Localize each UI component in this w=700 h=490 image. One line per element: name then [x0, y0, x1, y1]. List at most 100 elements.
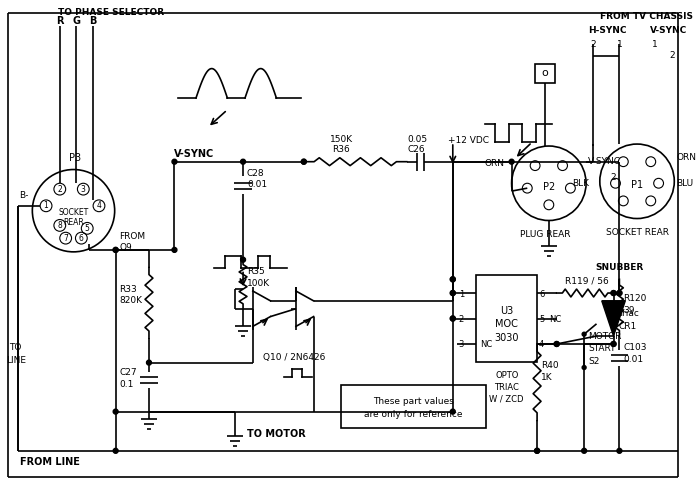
Polygon shape	[602, 301, 625, 336]
Text: 0.05: 0.05	[407, 135, 428, 144]
Text: START: START	[588, 344, 615, 353]
Text: TO: TO	[10, 343, 22, 352]
Text: 150K: 150K	[330, 135, 353, 144]
Text: SNUBBER: SNUBBER	[595, 263, 643, 272]
Text: 4: 4	[539, 341, 545, 349]
Text: V-SYNC: V-SYNC	[650, 26, 687, 35]
Text: 2: 2	[669, 51, 675, 60]
Text: BLU: BLU	[676, 179, 694, 188]
Text: 2: 2	[610, 173, 616, 182]
Bar	[476, 275, 537, 362]
Circle shape	[450, 316, 455, 321]
Circle shape	[611, 342, 616, 346]
Circle shape	[582, 332, 586, 336]
Text: 1: 1	[458, 290, 464, 298]
Text: BLK: BLK	[573, 179, 589, 188]
Text: 4: 4	[97, 201, 102, 210]
Text: 5: 5	[539, 315, 545, 324]
Text: 6: 6	[539, 290, 545, 298]
Text: 5: 5	[85, 224, 90, 233]
Text: C26: C26	[407, 146, 426, 154]
Text: 1K: 1K	[541, 373, 552, 382]
Text: 3: 3	[81, 185, 85, 194]
Text: 8: 8	[57, 221, 62, 230]
Text: Q10 / 2N6426: Q10 / 2N6426	[262, 353, 325, 362]
Text: 100K: 100K	[247, 279, 270, 288]
Text: 820K: 820K	[120, 296, 143, 305]
Circle shape	[113, 247, 118, 252]
Text: P2: P2	[542, 182, 555, 192]
Circle shape	[113, 448, 118, 453]
Text: 3030: 3030	[494, 333, 519, 343]
Text: Q9: Q9	[120, 244, 132, 252]
Text: OPTO: OPTO	[495, 371, 519, 380]
Text: 6: 6	[79, 234, 84, 243]
Circle shape	[241, 159, 246, 164]
Text: B-: B-	[20, 192, 29, 200]
Text: CR1: CR1	[618, 322, 637, 331]
Circle shape	[554, 342, 559, 346]
Text: ORN: ORN	[484, 159, 504, 168]
Text: SOCKET REAR: SOCKET REAR	[606, 228, 668, 237]
Circle shape	[172, 159, 177, 164]
Text: 39: 39	[623, 306, 635, 315]
Circle shape	[241, 257, 246, 262]
Text: 2: 2	[458, 315, 464, 324]
Circle shape	[450, 291, 455, 295]
Text: P3: P3	[69, 153, 81, 163]
Text: NC: NC	[480, 341, 493, 349]
Text: 1: 1	[43, 201, 48, 210]
Text: ORN: ORN	[676, 153, 696, 162]
Text: MOC: MOC	[496, 319, 518, 329]
Text: These part values: These part values	[373, 397, 454, 406]
Text: 0.01: 0.01	[247, 180, 267, 189]
Circle shape	[450, 277, 455, 282]
Text: C28: C28	[247, 169, 265, 178]
Text: 1: 1	[652, 40, 657, 49]
Circle shape	[450, 277, 455, 282]
Circle shape	[617, 448, 622, 453]
Circle shape	[617, 291, 622, 295]
Text: TO PHASE SELECTOR: TO PHASE SELECTOR	[58, 8, 164, 17]
Circle shape	[582, 366, 586, 369]
Text: R33: R33	[120, 285, 137, 294]
Text: 2: 2	[590, 40, 596, 49]
Text: 1: 1	[617, 40, 622, 49]
Text: R119 / 56: R119 / 56	[564, 277, 608, 286]
Circle shape	[172, 247, 177, 252]
Text: +12 VDC: +12 VDC	[448, 136, 489, 145]
Circle shape	[302, 159, 307, 164]
Text: NC: NC	[549, 315, 561, 324]
Circle shape	[611, 291, 616, 295]
Text: H-SYNC: H-SYNC	[589, 26, 627, 35]
Circle shape	[509, 159, 514, 164]
Bar	[341, 385, 486, 428]
Circle shape	[113, 409, 118, 414]
Circle shape	[450, 316, 455, 321]
Circle shape	[113, 247, 118, 252]
Text: S2: S2	[588, 357, 599, 366]
Text: REAR: REAR	[63, 218, 84, 227]
Text: B: B	[90, 16, 97, 25]
Text: MOTOR: MOTOR	[588, 332, 622, 341]
Text: 7: 7	[63, 234, 68, 243]
Circle shape	[554, 342, 559, 346]
Circle shape	[611, 291, 616, 295]
Circle shape	[302, 159, 307, 164]
Circle shape	[450, 291, 455, 295]
Circle shape	[535, 448, 540, 453]
Text: W / ZCD: W / ZCD	[489, 394, 524, 403]
Text: FROM: FROM	[120, 232, 146, 241]
Text: FROM LINE: FROM LINE	[20, 457, 80, 466]
Text: C103: C103	[623, 343, 647, 352]
Circle shape	[611, 342, 616, 346]
Text: PLUG REAR: PLUG REAR	[519, 230, 570, 239]
Circle shape	[450, 409, 455, 414]
Circle shape	[582, 448, 587, 453]
Bar	[535, 64, 554, 83]
Text: P1: P1	[631, 180, 643, 190]
Text: LINE: LINE	[6, 356, 26, 365]
Text: C27: C27	[120, 368, 137, 377]
Text: SOCKET: SOCKET	[58, 208, 89, 217]
Text: V-SYNC: V-SYNC	[588, 157, 621, 166]
